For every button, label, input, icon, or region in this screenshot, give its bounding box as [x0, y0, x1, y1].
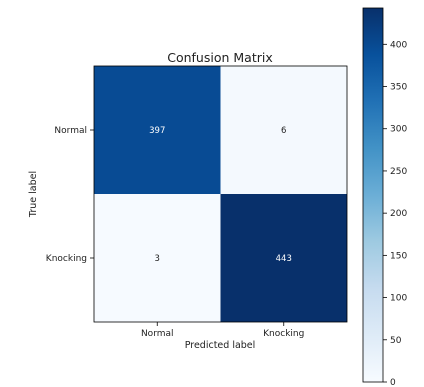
- y-axis-label: True label: [28, 171, 39, 218]
- colorbar-tick-label: 100: [390, 294, 407, 304]
- chart-title: Confusion Matrix: [167, 50, 273, 65]
- colorbar-tick-label: 400: [390, 40, 407, 50]
- cell-value-label-0-1: 6: [281, 126, 286, 136]
- colorbar-tick-label: 300: [390, 125, 407, 135]
- colorbar-tick-label: 250: [390, 167, 407, 177]
- cell-value-label-0-0: 397: [149, 126, 165, 136]
- y-tick-label: Normal: [54, 126, 87, 136]
- colorbar-tick-label: 0: [390, 378, 396, 387]
- colorbar-ticks: 0 50 100 150 200 250 300 350 400: [383, 40, 407, 387]
- y-axis-ticks: Normal Knocking: [46, 126, 94, 264]
- colorbar-tick-label: 350: [390, 83, 407, 93]
- x-axis-label: Predicted label: [185, 340, 256, 351]
- x-tick-label: Knocking: [263, 329, 304, 339]
- heatmap-cell-0-1: [220, 66, 347, 194]
- plot-frame: [93, 65, 348, 323]
- cell-value-label-1-1: 443: [276, 254, 292, 264]
- heatmap-cell-0-0: [94, 66, 221, 194]
- heatmap-cell-1-1: [220, 194, 347, 322]
- colorbar-tick-label: 150: [390, 251, 407, 261]
- x-axis-ticks: Normal Knocking: [141, 322, 304, 339]
- x-tick-label: Normal: [141, 329, 174, 339]
- colorbar: [362, 7, 384, 383]
- heatmap-cell-1-0: [94, 194, 221, 322]
- heatmap-cells: 397 6 3 443: [94, 66, 347, 322]
- colorbar-tick-label: 200: [390, 209, 407, 219]
- colorbar-tick-label: 50: [390, 336, 402, 346]
- cell-value-label-1-0: 3: [155, 254, 160, 264]
- y-tick-label: Knocking: [46, 254, 87, 264]
